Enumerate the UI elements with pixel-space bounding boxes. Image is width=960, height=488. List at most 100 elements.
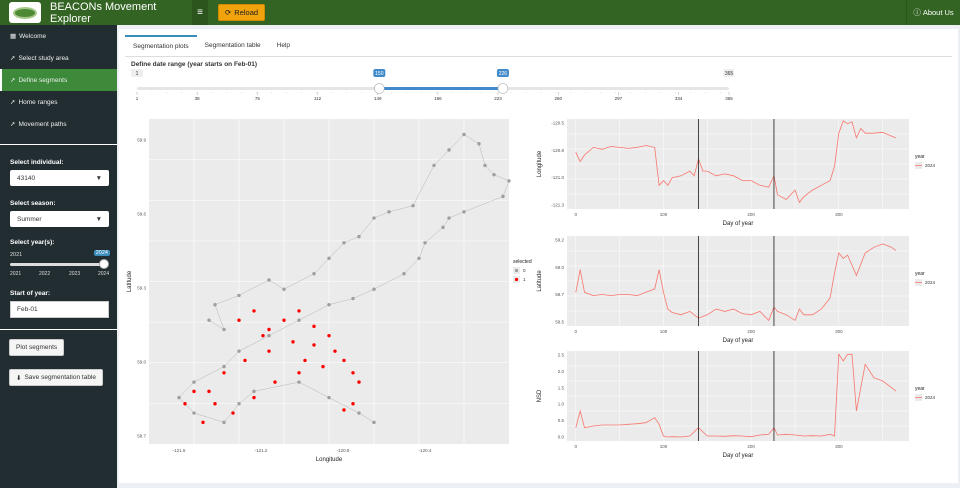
y-tick-label: 59.0 <box>137 360 146 365</box>
scatter-point-0 <box>207 318 211 322</box>
scatter-point-0 <box>222 364 226 369</box>
legend-label: 0 <box>523 268 526 273</box>
scatter-point-1 <box>351 402 355 406</box>
sidebar-item-home-ranges[interactable]: ➚ Home ranges <box>10 98 58 107</box>
x-tick-label: 300 <box>835 329 843 334</box>
x-tick-label: 200 <box>747 212 755 217</box>
x-tick-label: 200 <box>747 444 755 449</box>
range-value-badge-bg <box>723 69 734 77</box>
scatter-point-1 <box>312 343 316 347</box>
years-slider-track <box>10 263 105 266</box>
scatter-point-1 <box>207 389 211 394</box>
scatter-point-0 <box>423 241 427 245</box>
y-tick-label: 0.5 <box>558 418 565 423</box>
y-tick-label: 2.5 <box>558 353 565 358</box>
about-us-button[interactable]: ⓘ About Us <box>906 0 960 25</box>
scatter-point-0 <box>507 179 511 183</box>
tab-segmentation-table[interactable]: Segmentation table <box>204 42 261 49</box>
scatter-point-0 <box>372 216 376 220</box>
scatter-point-0 <box>267 278 271 282</box>
scatter-point-1 <box>282 318 286 322</box>
x-tick-label: 300 <box>835 444 843 449</box>
individual-select[interactable]: 43140 ▼ <box>10 170 109 186</box>
years-slider[interactable]: 2021 2024 2021 2022 2023 2024 <box>10 250 110 280</box>
y-tick-label: 1.0 <box>558 402 565 407</box>
range-tick-label: 1 <box>136 96 139 101</box>
tab-help[interactable]: Help <box>276 42 291 49</box>
y-axis-label: Latitude <box>537 270 543 292</box>
scatter-point-1 <box>231 411 235 415</box>
legend-label: 2024 <box>925 395 936 400</box>
tab-segmentation-plots[interactable]: Segmentation plots <box>125 35 197 56</box>
latitude-line-plot: 0 100 200 300 59.2 59.0 58.7 58.5 Day of year Lat… <box>537 236 936 344</box>
scatter-point-0 <box>237 349 241 353</box>
legend-marker <box>514 268 519 273</box>
scatter-point-0 <box>357 411 361 415</box>
scatter-point-0 <box>297 380 301 384</box>
scatter-point-1 <box>261 333 265 338</box>
scatter-point-1 <box>267 327 271 332</box>
scatter-point-0 <box>237 293 241 298</box>
legend-label: 1 <box>523 277 526 282</box>
scatter-point-1 <box>297 309 301 313</box>
years-slider-value-badge: 2024 <box>93 250 110 256</box>
scatter-point-0 <box>402 272 406 276</box>
cursor-icon: ➚ <box>10 55 16 62</box>
scatter-point-0 <box>213 303 217 307</box>
legend-title: selected <box>513 259 532 265</box>
x-axis-label: Longitude <box>316 457 343 463</box>
sidebar-item-select-study-area[interactable]: ➚ Select study area <box>10 54 69 63</box>
years-slider-min: 2021 <box>10 252 23 258</box>
years-slider-handle[interactable] <box>99 259 109 269</box>
sidebar-item-movement-paths[interactable]: ➚ Movement paths <box>10 120 67 129</box>
y-tick-label: -120.5 <box>551 121 564 126</box>
main-content: Segmentation plots Segmentation table He… <box>117 25 960 488</box>
y-axis-label: NSD <box>537 389 543 402</box>
scatter-point-0 <box>447 216 451 220</box>
scatter-point-0 <box>327 256 331 260</box>
season-select[interactable]: Summer ▼ <box>10 211 109 227</box>
years-slider-tick: 2022 <box>39 271 51 277</box>
legend-label: 2024 <box>925 163 936 168</box>
scatter-point-0 <box>411 203 415 208</box>
x-tick-label: 0 <box>575 444 578 449</box>
cursor-icon: ➚ <box>10 121 16 128</box>
scatter-point-1 <box>303 358 307 363</box>
reload-button[interactable]: ⟳ Reload <box>218 4 266 21</box>
y-tick-label: 0.0 <box>558 435 565 440</box>
range-tick-label: 75 <box>255 96 261 101</box>
range-tick-label: 260 <box>554 96 562 101</box>
scatter-plot: -121.6 -121.2 -120.8 -120.4 58.7 59.0 59.3 59.6… <box>127 119 532 463</box>
scatter-point-0 <box>462 132 466 137</box>
range-tick-label: 38 <box>195 96 201 101</box>
select-years-label: Select year(s): <box>10 239 55 246</box>
range-tick-label: 334 <box>675 96 683 101</box>
plot-segments-button[interactable]: Plot segments <box>9 339 65 356</box>
caret-down-icon: ▼ <box>95 174 102 182</box>
date-range-slider[interactable]: 1 365 150 226 1 38 75 112 149 186 223 260 297 334 365 <box>129 69 734 101</box>
beacons-logo <box>9 2 41 23</box>
caret-down-icon: ▼ <box>95 215 102 223</box>
scatter-point-0 <box>252 389 256 394</box>
x-tick-label: 300 <box>835 212 843 217</box>
tab-bar: Segmentation plots Segmentation table He… <box>125 35 952 57</box>
x-tick-label: -121.2 <box>255 448 268 453</box>
scatter-point-0 <box>432 163 436 168</box>
sidebar-item-welcome[interactable]: ▦ Welcome <box>10 32 47 41</box>
y-tick-label: 1.5 <box>558 385 565 390</box>
save-segmentation-table-button[interactable]: ⬇ Save segmentation table <box>9 369 104 386</box>
scatter-point-1 <box>327 333 331 338</box>
range-value-badge: 150 <box>375 71 384 77</box>
scatter-point-1 <box>351 371 355 375</box>
scatter-point-0 <box>192 411 196 415</box>
sidebar-divider <box>0 329 117 330</box>
legend-label: 2024 <box>925 280 936 285</box>
start-of-year-input[interactable]: Feb-01 <box>10 301 109 318</box>
x-tick-label: -121.6 <box>173 448 186 453</box>
range-value-badge-bg <box>373 69 386 77</box>
menu-toggle-button[interactable]: ≡ <box>192 0 208 25</box>
x-tick-label: 0 <box>575 329 578 334</box>
range-tick-label: 297 <box>615 96 623 101</box>
scatter-point-0 <box>327 395 331 400</box>
sidebar-item-define-segments[interactable]: ➚ Define segments <box>0 69 117 91</box>
